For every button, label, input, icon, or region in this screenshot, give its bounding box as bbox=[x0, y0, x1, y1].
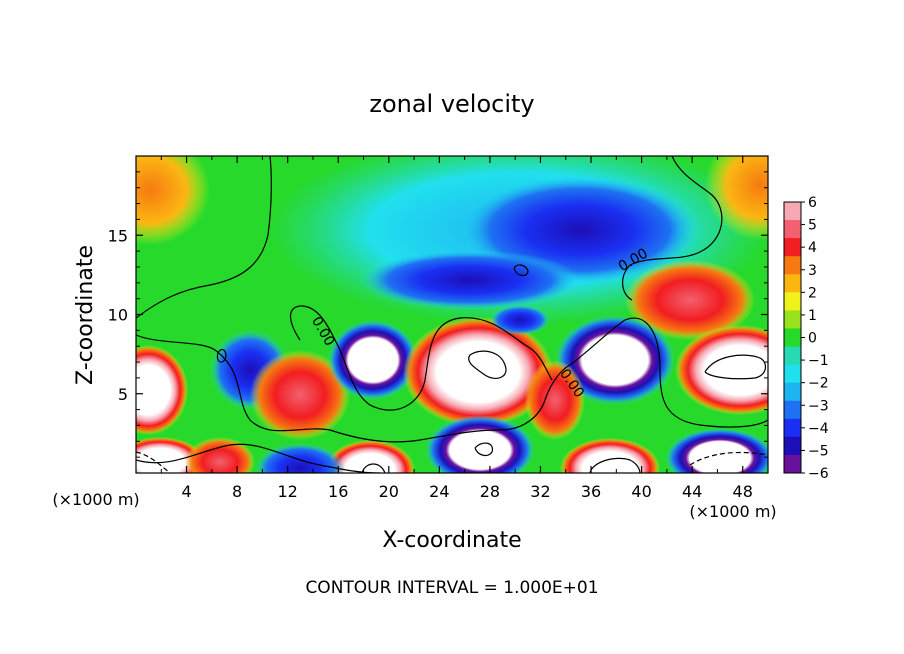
x-tick-label: 40 bbox=[631, 482, 651, 501]
x-tick-label: 24 bbox=[429, 482, 449, 501]
colorbar-segment bbox=[784, 436, 801, 456]
x-unit-right: (×1000 m) bbox=[689, 502, 776, 521]
contour-bottom-dashed bbox=[136, 451, 171, 473]
y-tick-label: 10 bbox=[108, 306, 128, 325]
colorbar-segment bbox=[784, 364, 801, 384]
y-tick-label: 5 bbox=[118, 385, 128, 404]
colorbar-segment bbox=[784, 220, 801, 239]
colorbar-tick-label: 4 bbox=[808, 240, 817, 256]
x-unit-left: (×1000 m) bbox=[52, 490, 139, 509]
x-tick-label: 32 bbox=[530, 482, 550, 501]
y-tick-label: 15 bbox=[108, 226, 128, 245]
x-tick-label: 16 bbox=[328, 482, 348, 501]
colorbar-segment bbox=[784, 274, 801, 293]
x-tick-label: 4 bbox=[181, 482, 191, 501]
red-patch-2 bbox=[525, 360, 585, 440]
contour-lines bbox=[136, 156, 768, 473]
colorbar-tick-label: 0 bbox=[808, 331, 817, 347]
contour-zero-middle bbox=[136, 317, 768, 443]
top-left-orange bbox=[136, 156, 210, 245]
x-tick-label: 8 bbox=[232, 482, 242, 501]
colorbar-tick-label: −2 bbox=[808, 376, 829, 392]
contour-interval-note: CONTOUR INTERVAL = 1.000E+01 bbox=[305, 578, 598, 598]
x-axis-label: X-coordinate bbox=[382, 528, 521, 553]
bottom-white-red-1 bbox=[325, 440, 415, 473]
x-axis: 4 8 12 16 20 24 28 32 36 40 44 48 bbox=[160, 156, 753, 501]
colorbar-segment bbox=[784, 238, 801, 257]
heatmap-field bbox=[136, 156, 768, 473]
white-core-3 bbox=[555, 315, 675, 405]
colorbar-segment bbox=[784, 328, 801, 348]
colorbar-segment bbox=[784, 454, 801, 474]
contour-lower bbox=[136, 443, 381, 473]
colorbar-tick-label: −3 bbox=[808, 398, 829, 414]
colorbar-tick-label: 1 bbox=[808, 308, 817, 324]
right-red-patch bbox=[625, 260, 755, 340]
bottom-red-1 bbox=[185, 437, 255, 473]
bottom-white-red-2 bbox=[560, 438, 660, 473]
colorbar-tick-label: 3 bbox=[808, 263, 817, 279]
contour-small-loop bbox=[513, 264, 529, 277]
colorbar-segment bbox=[784, 256, 801, 275]
colorbar-segment bbox=[784, 382, 801, 402]
colorbar-tick-label: −6 bbox=[808, 466, 829, 482]
white-core-4 bbox=[675, 325, 768, 415]
colorbar-tick-label: −5 bbox=[808, 443, 829, 459]
colorbar-segment bbox=[784, 310, 801, 329]
x-tick-label: 28 bbox=[480, 482, 500, 501]
contour-inner-2 bbox=[704, 354, 766, 380]
colorbar-tick-label: −1 bbox=[808, 353, 829, 369]
contour-bottom-3 bbox=[474, 442, 494, 457]
colorbar-segment bbox=[784, 400, 801, 420]
x-tick-label: 44 bbox=[682, 482, 702, 501]
top-right-orange bbox=[705, 156, 768, 240]
contour-left-small bbox=[216, 348, 227, 363]
colorbar-segment bbox=[784, 418, 801, 438]
x-tick-label: 12 bbox=[278, 482, 298, 501]
contour-bottom-1 bbox=[589, 457, 641, 473]
contour-zero-upper-left bbox=[136, 156, 272, 319]
colorbar-tick-label: 2 bbox=[808, 285, 817, 301]
contour-zero-upper-right bbox=[622, 156, 723, 301]
colorbar-segment bbox=[784, 202, 801, 221]
y-axis: 5 10 15 bbox=[108, 171, 768, 458]
blue-patch-2 bbox=[490, 305, 550, 335]
x-tick-label: 48 bbox=[733, 482, 753, 501]
mid-blue-streak bbox=[360, 250, 580, 310]
y-axis-label: Z-coordinate bbox=[73, 245, 98, 385]
x-tick-label: 36 bbox=[581, 482, 601, 501]
colorbar-tick-label: −4 bbox=[808, 421, 829, 437]
white-core-1 bbox=[328, 320, 418, 400]
colorbar-segment bbox=[784, 346, 801, 366]
colorbar-segment bbox=[784, 292, 801, 311]
bottom-white-blue-2 bbox=[665, 428, 768, 473]
chart-title: zonal velocity bbox=[369, 90, 534, 118]
orange-patch-1 bbox=[250, 350, 350, 440]
bottom-white-blue-1 bbox=[425, 415, 535, 473]
left-red-patch bbox=[136, 345, 188, 435]
colorbar: 6 5 4 3 2 1 0 −1 −2 −3 −4 −5 −6 bbox=[783, 195, 829, 482]
x-tick-label: 20 bbox=[379, 482, 399, 501]
contour-inner-1 bbox=[468, 350, 507, 379]
white-core-2 bbox=[403, 317, 553, 427]
colorbar-tick-label: 5 bbox=[808, 218, 817, 234]
colorbar-tick-label: 6 bbox=[808, 195, 817, 211]
contour-zero-bump bbox=[290, 305, 553, 411]
